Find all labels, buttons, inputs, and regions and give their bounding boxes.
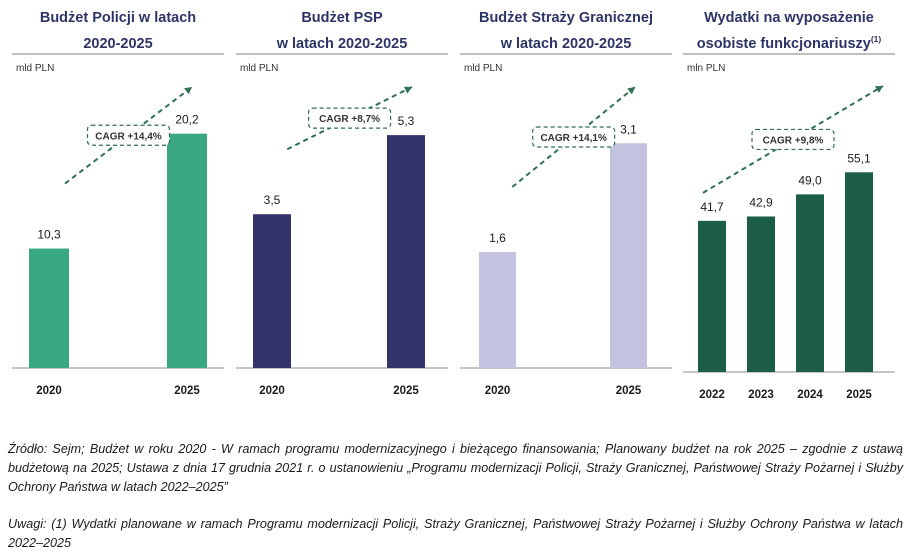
chart-panel-psp: Budżet PSP w latach 2020-2025 mld PLN 3,… [236, 0, 448, 410]
unit-label: mln PLN [687, 63, 726, 74]
arrow-head [875, 86, 883, 93]
unit-label: mld PLN [240, 63, 279, 74]
x-tick-label: 2022 [699, 389, 725, 401]
data-label: 3,1 [620, 122, 637, 136]
cagr-trend-arrow [702, 85, 884, 194]
bar-2025 [845, 172, 873, 372]
x-tick-label: 2020 [259, 385, 285, 397]
bar-2020 [479, 252, 516, 368]
title-divider [12, 53, 224, 55]
bar-2025 [167, 133, 207, 368]
x-tick-label: 2024 [797, 389, 823, 401]
chart-panel-police: Budżet Policji w latach 2020-2025 mld PL… [12, 0, 224, 410]
bar-chart-psp: 3,5 2020 5,3 2025 CAGR +8,7% [236, 86, 448, 397]
x-tick-label: 2025 [846, 389, 872, 401]
remarks-note: Uwagi: (1) Wydatki planowane w ramach Pr… [8, 517, 903, 550]
data-label: 42,9 [749, 195, 773, 209]
chart-title: Budżet PSP w latach 2020-2025 [276, 10, 408, 52]
bar-chart-border-guard: 1,6 2020 3,1 2025 CAGR +14,1% [460, 86, 672, 397]
data-label: 5,3 [398, 114, 415, 128]
x-tick-label: 2020 [36, 385, 62, 397]
cagr-badge [307, 107, 392, 129]
title-divider [460, 53, 672, 55]
arrow-head [404, 86, 412, 94]
cagr-label: CAGR +9,8% [763, 135, 824, 146]
chart-title: Wydatki na wyposażenie osobiste funkcjon… [696, 10, 882, 52]
x-tick-label: 2023 [748, 389, 774, 401]
source-note: Źródło: Sejm; Budżet w roku 2020 - W ram… [8, 442, 903, 494]
bar-chart-equipment: 41,7 2022 42,9 2023 49,0 2024 55,1 2025 CAGR +9,… [683, 85, 895, 401]
unit-label: mld PLN [16, 63, 55, 74]
bar-2025 [610, 143, 647, 368]
title-divider [236, 53, 448, 55]
cagr-label: CAGR +14,1% [540, 133, 607, 144]
x-tick-label: 2025 [393, 385, 419, 397]
bar-2022 [698, 220, 726, 372]
chart-title: Budżet Policji w latach 2020-2025 [39, 10, 197, 52]
cagr-badge [751, 128, 835, 151]
chart-title: Budżet Straży Granicznej w latach 2020-2… [478, 10, 654, 52]
x-tick-label: 2025 [174, 385, 200, 397]
cagr-label: CAGR +8,7% [319, 114, 380, 125]
bar-chart-police: 10,3 2020 20,2 2025 CAGR +14,4% [12, 86, 224, 397]
data-label: 20,2 [175, 113, 199, 127]
data-label: 41,7 [700, 200, 724, 214]
data-label: 10,3 [37, 228, 61, 242]
arrow-head [627, 87, 635, 95]
cagr-badge [532, 126, 616, 148]
cagr-label: CAGR +14,4% [95, 131, 162, 142]
x-tick-label: 2025 [616, 385, 642, 397]
arrow-head [184, 87, 192, 95]
chart-panel-equipment: Wydatki na wyposażenie osobiste funkcjon… [683, 0, 895, 410]
data-label: 1,6 [489, 231, 506, 245]
data-label: 3,5 [264, 193, 281, 207]
unit-label: mld PLN [464, 63, 503, 74]
bar-2023 [747, 216, 775, 372]
data-label: 55,1 [847, 151, 871, 165]
bar-2020 [29, 248, 69, 368]
x-tick-label: 2020 [485, 385, 511, 397]
chart-panel-border-guard: Budżet Straży Granicznej w latach 2020-2… [460, 0, 672, 410]
bar-2024 [796, 194, 824, 372]
cagr-badge [86, 124, 171, 146]
data-label: 49,0 [798, 173, 822, 187]
title-divider [683, 53, 895, 55]
bar-2025 [387, 135, 425, 368]
bar-2020 [253, 214, 291, 368]
